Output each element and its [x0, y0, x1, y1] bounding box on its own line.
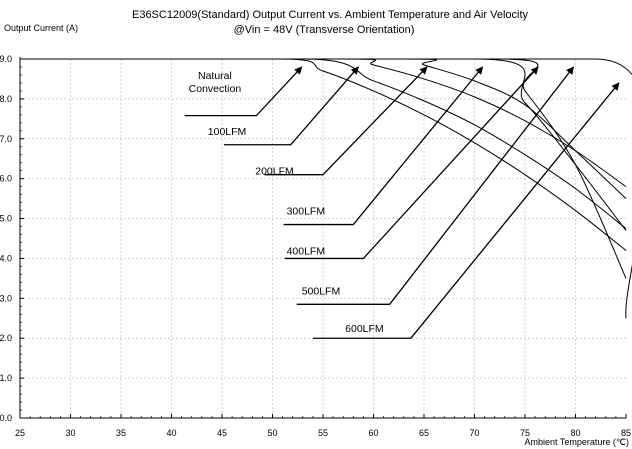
chart-subtitle: @Vin = 48V (Transverse Orientation) [234, 24, 415, 36]
y-tick-label: 9.0 [0, 54, 12, 64]
annotation-label-600lfm: 600LFM [345, 323, 384, 335]
annotation-label-400lfm: 400LFM [287, 245, 326, 257]
y-tick-label: 8.0 [0, 94, 12, 104]
x-tick-label: 60 [368, 428, 378, 438]
x-tick-label: 65 [419, 428, 429, 438]
leader-arrow-500lfm [296, 66, 574, 305]
annotation-label-200lfm: 200LFM [255, 166, 294, 178]
series-layer [20, 58, 632, 319]
series-line-300lfm [20, 58, 627, 199]
y-tick-label: 4.0 [0, 253, 12, 263]
annotation-label-100lfm: 100LFM [208, 126, 247, 138]
x-tick-label: 25 [15, 428, 25, 438]
y-tick-label: 2.0 [0, 333, 12, 343]
x-tick-label: 80 [570, 428, 580, 438]
annotation-label-500lfm: 500LFM [302, 285, 341, 297]
series-line-400lfm [20, 58, 627, 231]
leader-arrow-200lfm [264, 66, 428, 176]
x-tick-label: 35 [116, 428, 126, 438]
y-tick-label: 1.0 [0, 373, 12, 383]
leader-arrow-600lfm [312, 82, 620, 339]
leader-arrow-300lfm [283, 66, 484, 226]
x-tick-label: 55 [318, 428, 328, 438]
x-tick-label: 45 [217, 428, 227, 438]
y-tick-label: 3.0 [0, 293, 12, 303]
x-tick-label: 30 [65, 428, 75, 438]
leader-arrow-100lfm [224, 66, 359, 146]
y-axis-label: Output Current (A) [4, 23, 78, 33]
x-tick-label: 85 [621, 428, 631, 438]
x-tick-label: 75 [520, 428, 530, 438]
annotation-label-natural-convection: Natural [198, 70, 232, 82]
series-line-100lfm [20, 58, 627, 229]
x-tick-label: 40 [166, 428, 176, 438]
ticks-layer: 25 30 35 40 45 50 55 60 65 70 75 80 85 0.0 1.0 2.0 3.0 4.… [0, 54, 631, 438]
series-line-natural-convection [20, 58, 627, 251]
grid-layer [20, 59, 626, 418]
series-line-600lfm [20, 58, 632, 319]
y-tick-label: 7.0 [0, 134, 12, 144]
y-tick-label: 6.0 [0, 174, 12, 184]
leader-arrow-400lfm [284, 66, 539, 260]
x-tick-label: 50 [267, 428, 277, 438]
chart-title: E36SC12009(Standard) Output Current vs. … [132, 9, 529, 21]
x-tick-label: 70 [469, 428, 479, 438]
x-axis-label: Ambient Temperature (℃) [525, 437, 629, 447]
series-line-500lfm [20, 58, 627, 279]
annotation-label-300lfm: 300LFM [287, 206, 326, 218]
y-tick-label: 0.0 [0, 413, 12, 423]
leader-arrow-natural-convection [184, 66, 303, 117]
y-tick-label: 5.0 [0, 214, 12, 224]
annotation-label-natural-convection: Convection [189, 83, 242, 95]
